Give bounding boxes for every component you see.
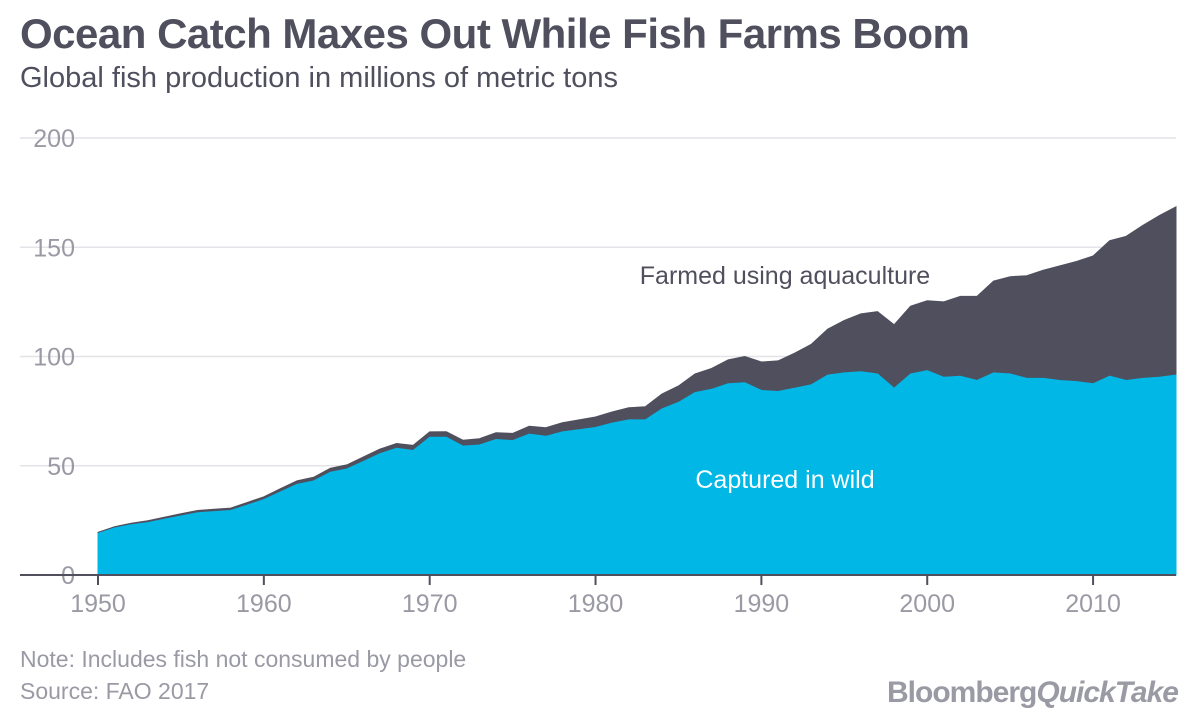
y-tick-label-50: 50	[47, 453, 75, 481]
chart-subtitle: Global fish production in millions of me…	[20, 62, 618, 94]
axis-layer: 0501001502001950196019701980199020002010	[20, 125, 1176, 618]
x-tick-label-2010: 2010	[1065, 590, 1121, 618]
x-tick-label-1960: 1960	[236, 590, 292, 618]
y-tick-label-200: 200	[33, 125, 75, 153]
brand-logo: BloombergQuickTake	[887, 676, 1179, 710]
brand-logo-bloomberg: Bloomberg	[887, 676, 1037, 709]
footnote: Note: Includes fish not consumed by peop…	[20, 646, 467, 672]
chart-title: Ocean Catch Maxes Out While Fish Farms B…	[20, 10, 970, 57]
chart: 0501001502001950196019701980199020002010…	[20, 125, 1177, 618]
area-layer	[97, 205, 1177, 576]
y-tick-label-150: 150	[33, 234, 75, 262]
x-tick-label-1980: 1980	[568, 590, 624, 618]
brand-logo-quicktake: QuickTake	[1036, 676, 1179, 709]
area-captured-in-wild	[97, 370, 1177, 576]
y-tick-label-100: 100	[33, 344, 75, 372]
x-tick-label-1990: 1990	[734, 590, 790, 618]
x-tick-label-1970: 1970	[402, 590, 458, 618]
series-label-farmed: Farmed using aquaculture	[640, 262, 930, 290]
x-tick-label-2000: 2000	[899, 590, 955, 618]
source-note: Source: FAO 2017	[20, 678, 210, 704]
x-tick-label-1950: 1950	[70, 590, 126, 618]
series-label-captured: Captured in wild	[695, 466, 874, 494]
